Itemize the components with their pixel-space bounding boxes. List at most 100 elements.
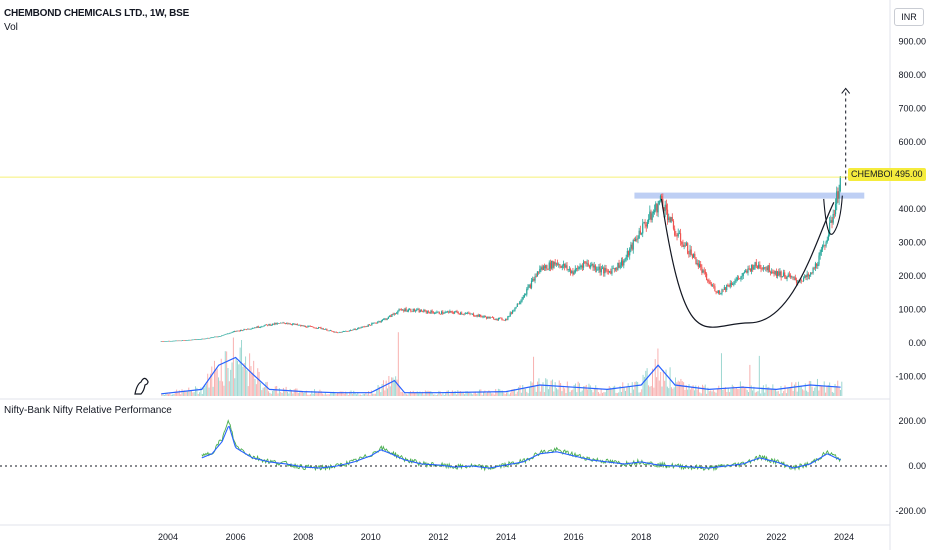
candle-body [510,312,513,314]
volume-bar [800,385,802,396]
candle-body [606,270,608,272]
volume-bar [716,388,718,396]
candle-body [520,301,522,303]
candle-body [378,321,380,323]
candle-body [690,249,692,256]
volume-bar [511,389,513,396]
candle-body [323,329,326,330]
volume-bar [349,391,351,396]
candle-body [625,257,627,260]
volume-bar [579,383,581,396]
candle-body [720,293,722,295]
candle-body [338,332,340,334]
volume-bar [299,392,301,396]
candle-body [239,329,242,332]
volume-bar [318,391,320,396]
candle-body [274,323,276,325]
candle-body [582,261,585,268]
volume-bar [733,386,735,396]
candle-body [288,323,290,325]
candle-body [671,216,673,221]
volume-bar [816,378,818,396]
volume-bar [641,389,643,396]
volume-bar [560,383,562,396]
volume-bar [315,391,317,396]
volume-bar [474,391,476,396]
time-tick-label: 2022 [766,532,786,542]
candle-body [451,311,453,313]
volume-bar [369,394,371,396]
volume-bar [558,380,560,396]
candle-body [548,262,550,270]
volume-bar [309,394,311,396]
candle-body [813,267,815,269]
candle-body [534,276,536,281]
volume-bar [812,390,814,396]
volume-bar [839,389,841,396]
candle-body [267,324,269,326]
candle-body [670,216,672,223]
volume-bar [574,383,576,396]
volume-bar [762,385,764,396]
candle-body [833,214,835,215]
currency-button[interactable]: INR [894,8,924,26]
volume-bar [337,392,338,396]
volume-bar [576,392,578,396]
candle-body [161,341,164,342]
candle-body [286,323,288,325]
volume-bar [405,394,407,396]
candle-body [747,268,749,273]
candle-body [587,263,589,266]
price-axis[interactable]: 900.00800.00700.00600.00500.00400.00300.… [895,37,926,382]
volume-bar [519,385,521,396]
volume-bar [268,391,270,396]
volume-bar [281,392,283,396]
indicator-axis[interactable]: 200.00 0.00 -200.00 [895,416,926,516]
volume-bar [643,376,645,396]
candle-body [300,324,302,326]
candle-body [319,327,321,328]
candle-body [198,339,200,340]
candle-body [362,326,365,328]
volume-bar [200,387,202,396]
candle-body [290,324,292,325]
volume-bar [783,391,785,396]
volume-bar [219,380,221,396]
volume-bar [699,392,701,396]
volume-bar [703,386,705,396]
volume-bar [453,392,455,396]
volume-bar [664,380,666,396]
candle-body [529,285,531,288]
candle-body [624,259,626,262]
volume-bar [415,392,417,396]
candle-body [696,263,698,265]
volume-bar [354,393,356,396]
volume-bar [616,393,618,396]
volume-bar [261,390,263,396]
volume-bar [553,391,555,396]
volume-bar [819,385,821,396]
volume-bar [526,391,528,396]
volume-bar [633,389,635,396]
candle-body [732,283,734,285]
candle-body [588,265,591,268]
candle-body [687,243,689,254]
candle-body [749,268,751,272]
candle-body [391,314,393,317]
volume-bar [213,360,215,396]
volume-bar [702,384,704,396]
candle-body [436,312,438,314]
volume-bar [484,390,486,396]
volume-bar [556,388,558,396]
candle-body [595,269,598,271]
volume-bar [550,380,552,396]
candle-body [167,340,169,342]
volume-bar [785,393,787,396]
volume-bar [341,391,343,396]
volume-bar [791,382,793,396]
volume-bar [507,391,509,396]
volume-bar [455,394,457,396]
volume-bar [330,392,332,396]
time-axis[interactable]: 2004 2006 2008 2010 2012 2014 2016 2018 2020 2022… [158,532,854,542]
